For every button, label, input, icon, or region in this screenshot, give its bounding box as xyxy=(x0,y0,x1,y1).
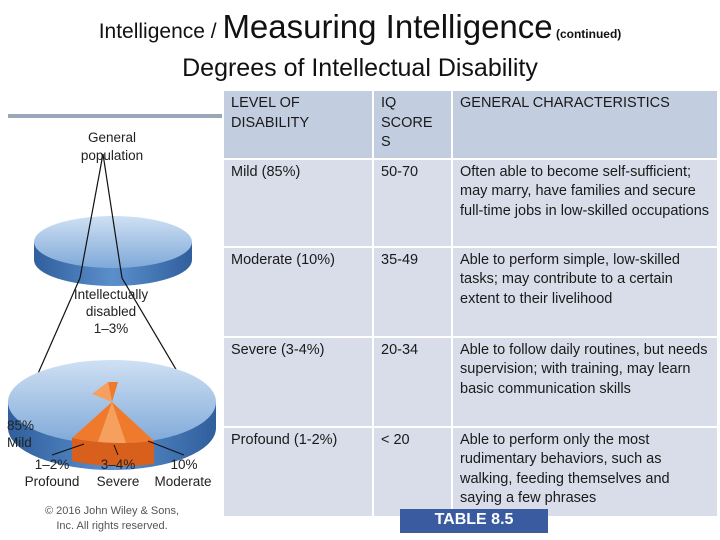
severe-label: Severe xyxy=(97,474,140,489)
cell-iq: 35-49 xyxy=(374,247,451,336)
disabled-label-1: Intellectually xyxy=(74,287,149,302)
table-row: Moderate (10%) 35-49 Able to perform sim… xyxy=(224,247,717,336)
title-suffix: (continued) xyxy=(552,27,622,41)
moderate-label: Moderate xyxy=(154,474,211,489)
cell-iq: 50-70 xyxy=(374,159,451,246)
header-iq: IQ SCORE S xyxy=(374,91,451,158)
disabled-breakdown-pie xyxy=(8,360,216,470)
copyright-line-2: Inc. All rights reserved. xyxy=(56,520,168,532)
table-header-row: LEVEL OF DISABILITY IQ SCORE S GENERAL C… xyxy=(224,91,717,158)
cell-level: Severe (3-4%) xyxy=(224,337,372,426)
profound-pct-label: 1–2% xyxy=(35,457,70,472)
general-population-pie xyxy=(34,216,192,286)
slice-pointer-lines xyxy=(51,440,185,456)
header-characteristics: GENERAL CHARACTERISTICS xyxy=(453,91,717,158)
mild-pct-label: 85% xyxy=(7,418,34,433)
severe-pct-label: 3–4% xyxy=(101,457,136,472)
population-pie-figure: General population Intellectually disabl… xyxy=(7,114,222,489)
profound-label: Profound xyxy=(25,474,80,489)
cell-characteristics: Able to perform only the most rudimentar… xyxy=(453,427,717,516)
cell-characteristics: Able to perform simple, low-skilled task… xyxy=(453,247,717,336)
figure-header-bar xyxy=(8,114,222,118)
general-population-label-1: General xyxy=(88,130,136,145)
disability-table: LEVEL OF DISABILITY IQ SCORE S GENERAL C… xyxy=(222,89,719,518)
header-level: LEVEL OF DISABILITY xyxy=(224,91,372,158)
cell-iq: 20-34 xyxy=(374,337,451,426)
disabled-label-3: 1–3% xyxy=(94,321,129,336)
slide-title: Intelligence / Measuring Intelligence (c… xyxy=(0,8,720,46)
copyright-line-1: © 2016 John Wiley & Sons, xyxy=(44,505,180,517)
table-row: Mild (85%) 50-70 Often able to become se… xyxy=(224,159,717,246)
cell-characteristics: Often able to become self-sufficient; ma… xyxy=(453,159,717,246)
general-population-label-2: population xyxy=(81,148,143,163)
moderate-pct-label: 10% xyxy=(170,457,197,472)
mild-label: Mild xyxy=(7,435,32,450)
table-row: Profound (1-2%) < 20 Able to perform onl… xyxy=(224,427,717,516)
table-number-label: TABLE 8.5 xyxy=(400,509,548,533)
cell-level: Moderate (10%) xyxy=(224,247,372,336)
cell-characteristics: Able to follow daily routines, but needs… xyxy=(453,337,717,426)
disabled-label-2: disabled xyxy=(86,304,136,319)
copyright-notice: © 2016 John Wiley & Sons, Inc. All right… xyxy=(24,504,200,534)
cell-level: Mild (85%) xyxy=(224,159,372,246)
cell-iq: < 20 xyxy=(374,427,451,516)
table-row: Severe (3-4%) 20-34 Able to follow daily… xyxy=(224,337,717,426)
slide-subtitle: Degrees of Intellectual Disability xyxy=(182,54,538,82)
cell-level: Profound (1-2%) xyxy=(224,427,372,516)
title-prefix: Intelligence / xyxy=(98,20,223,43)
title-main: Measuring Intelligence xyxy=(222,8,553,45)
